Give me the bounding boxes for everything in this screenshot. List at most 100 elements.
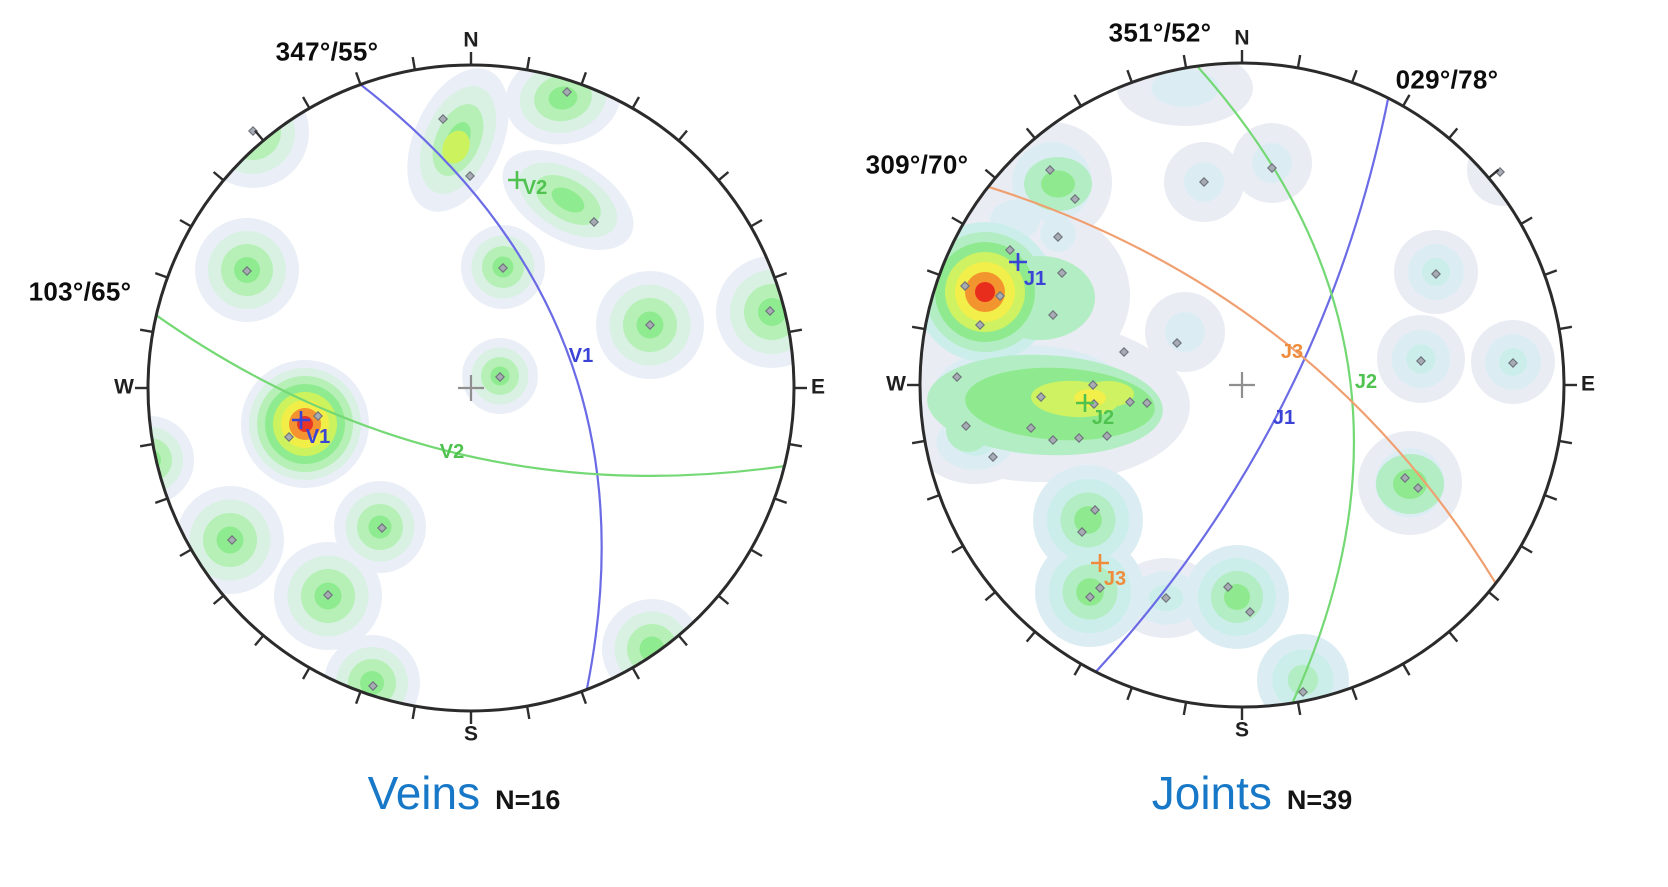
pole-point [438,114,448,124]
pole-point [1057,268,1067,278]
pole-point [1413,483,1423,493]
pole-point [1119,347,1129,357]
pole-point [1125,397,1135,407]
pole-point [1048,435,1058,445]
veins-count-label: N=16 [495,785,561,815]
great-circle-V1 [359,83,603,690]
pole-point [1267,163,1277,173]
pole-point [988,452,998,462]
pole-point [589,217,599,227]
density-contours [921,64,1555,706]
pole-point [1416,356,1426,366]
mean-pole-J2: J2 [1076,394,1114,429]
pole-point [1400,473,1410,483]
contour-ring [1224,584,1250,610]
primitive-circle [918,61,1566,709]
pole-point [960,281,970,291]
pole-point [1048,310,1058,320]
degree-ticks [907,50,1577,720]
pole-point [1223,582,1233,592]
mean-pole-V1: V1 [292,411,330,448]
contour-ring [442,130,470,164]
mean-pole-cross-icon [1076,394,1094,412]
pole-point [377,523,387,533]
pole-point [562,87,572,97]
orientation-label-joints-1: 351°/52° [1108,17,1212,48]
great-circle-label-J3: J3 [1281,341,1303,363]
joints-title-text: Joints [1151,767,1272,819]
pole-point [495,372,505,382]
pole-point [1074,433,1084,443]
cardinal-label-E: E [1581,373,1595,396]
mean-pole-cross-icon [292,411,310,429]
great-circle-label-V1: V1 [569,345,593,367]
orientation-label-veins-1: 347°/55° [275,36,379,67]
contour-ring [149,427,183,493]
contour-ring [1485,152,1521,188]
orientation-label-joints-3: 309°/70° [865,149,969,180]
contour-ring [1165,312,1205,352]
joints-count-label: N=39 [1286,785,1353,815]
great-circle-label-J1: J1 [1273,407,1295,429]
pole-point [1005,245,1015,255]
cardinal-label-E: E [811,376,825,399]
pole-point [1142,398,1152,408]
pole-point [1085,592,1095,602]
pole-point [1245,607,1255,617]
pole-point [1053,232,1063,242]
cardinal-label-N: N [463,29,478,52]
pole-point [313,411,323,421]
cardinal-label-N: N [1234,27,1249,50]
pole-point [961,421,971,431]
joints-stereonet: J1 J2 J3 J1 J2 J3 N E S W [886,27,1595,742]
orientation-label-joints-2: 029°/78° [1395,64,1499,95]
mean-pole-cross-icon [1009,253,1027,271]
pole-point [1161,593,1171,603]
pole-point [368,681,378,691]
pole-point [645,320,655,330]
mean-pole-cross-icon [1091,554,1109,572]
great-circle-V2 [155,314,785,477]
veins-stereonet: V1 V2 V1 V2 N E S W [114,29,825,746]
cardinal-label-W: W [886,373,906,396]
pole-point [1045,165,1055,175]
mean-pole-label: V1 [306,426,330,448]
pole-point [1199,177,1209,187]
veins-title-text: Veins [367,767,481,819]
mean-pole-J1: J1 [1009,253,1046,290]
pole-point [1090,505,1100,515]
cardinal-label-S: S [1235,719,1249,742]
pole-point [1102,431,1112,441]
great-circle-label-V2: V2 [440,441,464,463]
mean-pole-cross-icon [508,171,526,189]
contour-ring [1151,69,1219,107]
pole-point [1088,380,1098,390]
great-circle-J2 [1196,65,1355,704]
mean-pole-label: J3 [1104,568,1126,590]
pole-point [1077,527,1087,537]
pole-point [465,171,475,181]
pole-point [1508,358,1518,368]
mean-pole-label: V2 [523,177,547,199]
contour-ring [1252,143,1292,183]
contour-ring [1393,469,1427,499]
orientation-label-veins-2: 103°/65° [28,276,132,307]
cardinal-label-W: W [114,376,134,399]
contour-ring [1041,170,1075,198]
pole-point [227,535,237,545]
great-circle-label-J2: J2 [1355,371,1377,393]
pole-point [1431,269,1441,279]
pole-point [1026,423,1036,433]
pole-point [1070,194,1080,204]
mean-pole-label: J1 [1024,268,1046,290]
pole-point [323,590,333,600]
pole-point [1095,583,1105,593]
pole-point [952,372,962,382]
density-contours [149,66,793,710]
pole-point [284,432,294,442]
pole-point [1172,338,1182,348]
pole-point [248,126,258,136]
cardinal-label-S: S [464,723,478,746]
